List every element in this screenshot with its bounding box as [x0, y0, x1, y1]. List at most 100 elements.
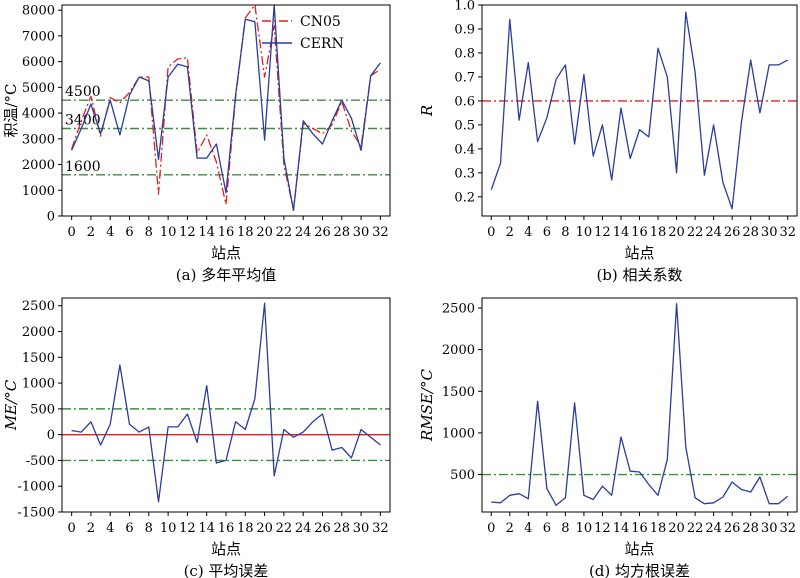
legend-label: CERN — [300, 36, 344, 52]
x-tick-label: 28 — [742, 225, 759, 240]
x-tick-label: 16 — [631, 521, 648, 536]
x-tick-label: 4 — [524, 521, 532, 536]
x-tick-label: 6 — [543, 521, 551, 536]
y-tick-label: 500 — [450, 468, 475, 483]
reference-line-label: 1600 — [65, 159, 101, 175]
y-tick-label: 6000 — [22, 55, 55, 70]
x-tick-label: 26 — [724, 521, 741, 536]
x-tick-label: 26 — [314, 225, 331, 240]
x-tick-label: 10 — [576, 521, 593, 536]
y-tick-label: 1000 — [442, 426, 475, 441]
chart-panel-d: 0 2 4 6 8 10 12 14 16 18 20 22 24 26 28 30 3250010001500… — [418, 297, 798, 578]
x-tick-label: 2 — [506, 225, 514, 240]
y-tick-label: 1.0 — [454, 0, 475, 14]
legend: CN05 CERN — [262, 14, 344, 52]
x-tick-label: 14 — [613, 225, 630, 240]
y-axis-label: ME/°C — [2, 379, 20, 431]
x-tick-label: 32 — [779, 521, 796, 536]
y-tick-label: 1500 — [442, 385, 475, 400]
y-tick-label: 2500 — [442, 301, 475, 316]
y-tick-label: 2000 — [22, 158, 55, 173]
series-line-cern — [71, 4, 381, 211]
x-tick-label: 6 — [125, 225, 133, 240]
x-axis-label: 站点 — [624, 244, 654, 262]
y-tick-label: -1000 — [18, 480, 55, 495]
x-tick-label: 16 — [218, 225, 235, 240]
x-tick-label: 10 — [160, 225, 177, 240]
x-tick-label: 32 — [372, 521, 389, 536]
x-tick-label: 12 — [179, 521, 196, 536]
y-tick-label: 3000 — [22, 132, 55, 147]
x-tick-label: 16 — [218, 521, 235, 536]
x-tick-label: 18 — [237, 225, 254, 240]
y-tick-label: 7000 — [22, 29, 55, 44]
y-tick-label: 0.5 — [454, 118, 475, 133]
x-tick-label: 24 — [705, 521, 722, 536]
y-tick-label: 5000 — [22, 81, 55, 96]
x-tick-label: 22 — [687, 521, 704, 536]
reference-line-label: 4500 — [65, 84, 101, 100]
x-tick-label: 28 — [742, 521, 759, 536]
y-tick-label: 0.3 — [454, 166, 475, 181]
x-tick-label: 30 — [761, 521, 778, 536]
series-line — [491, 303, 789, 506]
y-tick-label: 2000 — [442, 343, 475, 358]
x-tick-label: 0 — [487, 521, 495, 536]
y-tick-label: 500 — [30, 402, 55, 417]
x-tick-label: 18 — [650, 225, 667, 240]
y-tick-label: 0 — [47, 428, 55, 443]
x-tick-label: 20 — [256, 521, 273, 536]
x-tick-label: 14 — [198, 225, 215, 240]
y-tick-label: 0.8 — [454, 46, 475, 61]
y-axis-label: R — [418, 105, 436, 117]
panel-caption: (b) 相关系数 — [596, 266, 682, 284]
x-tick-label: 28 — [333, 521, 350, 536]
x-tick-label: 20 — [668, 521, 685, 536]
x-tick-label: 8 — [145, 225, 153, 240]
y-tick-label: 8000 — [22, 4, 55, 19]
y-tick-label: 1000 — [22, 377, 55, 392]
x-tick-label: 0 — [487, 225, 495, 240]
legend-label: CN05 — [300, 14, 341, 30]
y-tick-label: 2500 — [22, 299, 55, 314]
x-tick-label: 28 — [333, 225, 350, 240]
x-tick-label: 32 — [372, 225, 389, 240]
x-tick-label: 2 — [87, 225, 95, 240]
chart-panel-c: 0 2 4 6 8 10 12 14 16 18 20 22 24 26 28 30 32-1500-1000-… — [2, 297, 391, 578]
x-tick-label: 24 — [295, 225, 312, 240]
y-tick-label: 2000 — [22, 325, 55, 340]
x-tick-label: 12 — [179, 225, 196, 240]
x-tick-label: 30 — [353, 521, 370, 536]
x-tick-label: 2 — [87, 521, 95, 536]
y-tick-label: 0.2 — [454, 190, 475, 205]
x-tick-label: 24 — [295, 521, 312, 536]
y-tick-label: 0.7 — [454, 70, 475, 85]
y-tick-label: 0 — [47, 210, 55, 225]
x-tick-label: 10 — [576, 225, 593, 240]
y-tick-label: 4000 — [22, 107, 55, 122]
x-tick-label: 4 — [524, 225, 532, 240]
chart-panel-b: 0 2 4 6 8 10 12 14 16 18 20 22 24 26 28 30 320.20.30.40.… — [418, 0, 798, 284]
plot-frame — [61, 297, 391, 513]
x-tick-label: 0 — [68, 521, 76, 536]
x-tick-label: 14 — [613, 521, 630, 536]
x-tick-label: 8 — [145, 521, 153, 536]
x-tick-label: 12 — [594, 225, 611, 240]
x-tick-label: 2 — [506, 521, 514, 536]
y-tick-label: -500 — [26, 454, 55, 469]
x-tick-label: 8 — [561, 225, 569, 240]
x-tick-label: 12 — [594, 521, 611, 536]
x-tick-label: 16 — [631, 225, 648, 240]
y-tick-label: 0.4 — [454, 142, 475, 157]
x-tick-label: 10 — [160, 521, 177, 536]
x-tick-label: 26 — [314, 521, 331, 536]
x-tick-label: 0 — [68, 225, 76, 240]
x-tick-label: 8 — [561, 521, 569, 536]
y-tick-label: -1500 — [18, 506, 55, 521]
x-axis-label: 站点 — [624, 540, 654, 558]
y-tick-label: 1500 — [22, 351, 55, 366]
x-tick-label: 26 — [724, 225, 741, 240]
series-line — [490, 11, 789, 210]
